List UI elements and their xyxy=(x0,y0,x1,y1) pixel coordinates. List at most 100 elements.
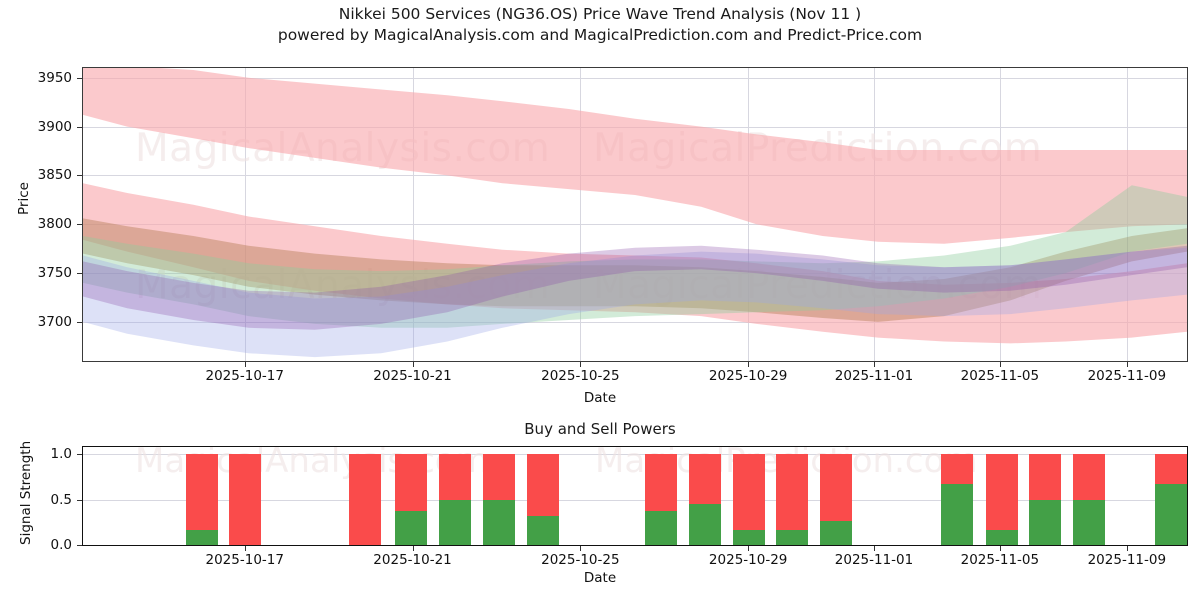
sell-power-segment xyxy=(185,454,218,530)
power-ytick-mark xyxy=(77,545,82,546)
power-gridline-h xyxy=(83,454,1187,456)
price-xtick-mark xyxy=(999,362,1001,367)
price-xtick-label: 2025-10-17 xyxy=(205,368,284,384)
price-band-series xyxy=(83,68,1187,358)
price-ytick-label: 3850 xyxy=(37,167,72,184)
sell-power-segment xyxy=(482,454,515,500)
sell-power-segment xyxy=(732,454,765,531)
sell-power-segment xyxy=(349,454,382,545)
power-bar[interactable] xyxy=(941,454,974,545)
price-wave-chart: MagicalAnalysis.com MagicalPrediction.co… xyxy=(82,67,1188,362)
price-ytick-label: 3800 xyxy=(37,216,72,233)
buy-power-segment xyxy=(395,510,428,545)
power-ytick-mark xyxy=(77,499,82,501)
buy-power-segment xyxy=(1029,499,1062,545)
price-ytick-label: 3950 xyxy=(37,69,72,86)
buy-power-segment xyxy=(439,499,472,545)
power-xtick-label: 2025-10-25 xyxy=(541,552,620,568)
page-title: Nikkei 500 Services (NG36.OS) Price Wave… xyxy=(338,5,862,23)
price-ytick-mark xyxy=(77,126,82,128)
power-bar[interactable] xyxy=(776,454,809,545)
sell-power-segment xyxy=(229,454,262,545)
power-xtick-label: 2025-10-29 xyxy=(708,552,788,568)
power-chart-title: Buy and Sell Powers xyxy=(524,420,676,438)
price-band-purple-core-band xyxy=(83,245,1187,330)
sell-power-segment xyxy=(1154,454,1187,485)
sell-power-segment xyxy=(395,454,428,511)
price-ytick-mark xyxy=(77,321,82,323)
buy-power-segment xyxy=(1154,484,1187,545)
price-ytick-label: 3750 xyxy=(37,265,72,282)
power-axis-x-label: Date xyxy=(583,570,617,586)
page-subtitle: powered by MagicalAnalysis.com and Magic… xyxy=(277,26,923,44)
buy-power-segment xyxy=(941,484,974,545)
power-bar[interactable] xyxy=(229,454,262,545)
price-band-green-wave-band xyxy=(83,185,1187,328)
price-xtick-mark xyxy=(412,362,414,367)
power-bar[interactable] xyxy=(688,454,721,545)
price-band-lower-support-band xyxy=(83,183,1187,344)
power-xtick-mark xyxy=(244,546,246,551)
power-bar[interactable] xyxy=(185,454,218,545)
power-ytick-label: 0.0 xyxy=(50,537,72,553)
power-ytick-mark xyxy=(77,454,82,456)
power-bar[interactable] xyxy=(732,454,765,545)
buy-power-segment xyxy=(776,530,809,545)
price-ytick-mark xyxy=(77,77,82,79)
power-xtick-label: 2025-11-05 xyxy=(960,552,1040,568)
sell-power-segment xyxy=(439,454,472,500)
price-xtick-mark xyxy=(244,362,246,367)
power-xtick-label: 2025-10-21 xyxy=(373,552,452,568)
power-bar[interactable] xyxy=(985,454,1018,545)
sell-power-segment xyxy=(819,454,852,521)
buy-power-segment xyxy=(688,504,721,545)
power-xtick-mark xyxy=(1126,546,1128,551)
sell-power-segment xyxy=(526,454,559,516)
sell-power-segment xyxy=(1072,454,1105,500)
power-bar[interactable] xyxy=(526,454,559,545)
buy-power-segment xyxy=(526,515,559,545)
price-xtick-mark xyxy=(748,362,750,367)
buy-sell-powers-chart: MagicalAnalysis.com MagicalPrediction.co… xyxy=(82,446,1188,546)
price-ytick-label: 3900 xyxy=(37,118,72,135)
price-gridline-h xyxy=(83,321,1187,323)
price-ytick-mark xyxy=(77,273,82,275)
sell-power-segment xyxy=(644,454,677,511)
price-gridline-v xyxy=(580,68,582,361)
sell-power-segment xyxy=(688,454,721,505)
power-bar[interactable] xyxy=(644,454,677,545)
sell-power-segment xyxy=(776,454,809,531)
power-xtick-label: 2025-11-09 xyxy=(1087,552,1167,568)
power-bar[interactable] xyxy=(439,454,472,545)
sell-power-segment xyxy=(941,454,974,485)
power-bar[interactable] xyxy=(1154,454,1187,545)
power-xtick-mark xyxy=(748,546,750,551)
power-bar[interactable] xyxy=(482,454,515,545)
sell-power-segment xyxy=(985,454,1018,531)
price-band-blue-wave-band xyxy=(83,247,1187,358)
power-ytick-label: 1.0 xyxy=(50,446,72,463)
buy-power-segment xyxy=(644,510,677,545)
price-xtick-mark xyxy=(1126,362,1128,367)
power-bar[interactable] xyxy=(819,454,852,545)
price-band-upper-resistance-band xyxy=(83,68,1187,244)
buy-power-segment xyxy=(482,499,515,545)
price-xtick-label: 2025-11-05 xyxy=(960,368,1040,384)
price-xtick-label: 2025-10-21 xyxy=(373,368,452,384)
price-gridline-h xyxy=(83,77,1187,79)
power-gridline-h xyxy=(83,499,1187,501)
power-xtick-mark xyxy=(580,546,582,551)
power-bar[interactable] xyxy=(1072,454,1105,545)
sell-power-segment xyxy=(1029,454,1062,500)
price-axis-x-label: Date xyxy=(583,390,617,406)
power-bar[interactable] xyxy=(395,454,428,545)
price-gridline-v xyxy=(244,68,246,361)
chart-title-block: Nikkei 500 Services (NG36.OS) Price Wave… xyxy=(0,4,1200,46)
power-xtick-mark xyxy=(412,546,414,551)
buy-power-segment xyxy=(985,530,1018,545)
price-gridline-h xyxy=(83,224,1187,226)
price-xtick-mark xyxy=(580,362,582,367)
power-bar[interactable] xyxy=(349,454,382,545)
power-bar[interactable] xyxy=(1029,454,1062,545)
price-ytick-label: 3700 xyxy=(37,313,72,330)
